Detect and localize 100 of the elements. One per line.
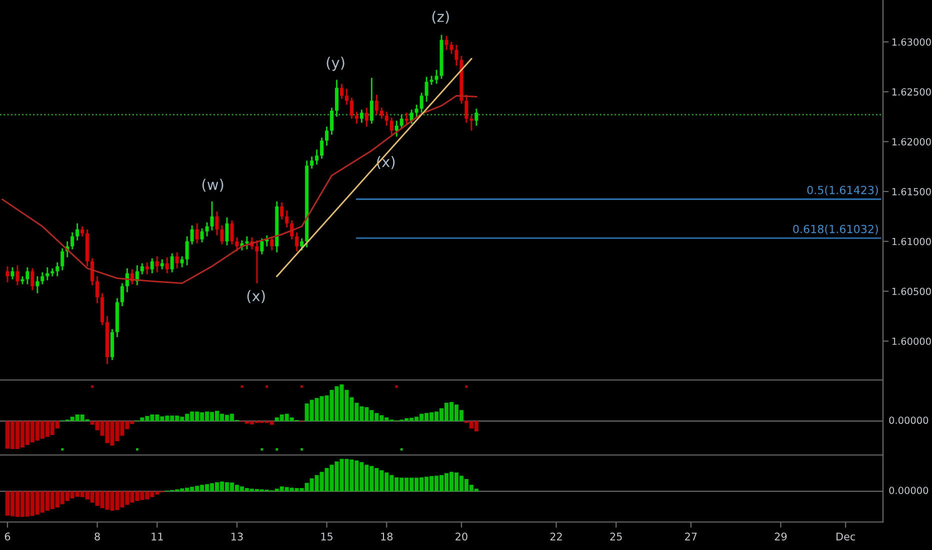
candlestick <box>260 238 264 256</box>
candlestick <box>205 222 209 238</box>
x-tick-label: 27 <box>685 532 697 540</box>
candlestick <box>60 248 64 271</box>
y-tick-label: 1.63000 <box>892 38 931 46</box>
candlestick <box>310 156 314 170</box>
candlestick <box>420 92 424 114</box>
candlestick <box>46 266 50 281</box>
x-tick-label: 20 <box>456 532 468 540</box>
candlestick <box>180 256 184 268</box>
candlestick <box>414 104 418 118</box>
candlestick <box>470 115 474 132</box>
candlestick <box>200 228 204 244</box>
candlestick <box>444 35 448 51</box>
text: 0.00000 <box>889 416 928 424</box>
candlestick <box>160 258 164 270</box>
x-tick-label: 15 <box>321 532 332 540</box>
candlestick <box>295 232 299 252</box>
candlestick <box>90 258 94 286</box>
candlestick <box>404 112 408 126</box>
candlestick <box>165 256 169 274</box>
annotation: (x) <box>247 290 265 304</box>
candlestick <box>384 111 388 126</box>
candlestick <box>344 88 348 106</box>
x-tick-label: 13 <box>231 532 243 540</box>
x-tick-label: 29 <box>774 532 787 540</box>
candlestick <box>320 136 324 160</box>
annotation: (y) <box>326 56 344 71</box>
annotation: (z) <box>432 10 449 24</box>
candlestick <box>76 222 80 242</box>
candlestick <box>190 224 194 246</box>
candlestick <box>225 216 229 246</box>
candlestick <box>30 268 34 291</box>
candlestick <box>390 116 394 136</box>
candlestick <box>464 94 468 124</box>
candlestick <box>16 264 20 286</box>
candlestick <box>354 111 358 124</box>
candlestick <box>185 236 189 266</box>
annotation: 0.618(1.61032) <box>793 224 878 235</box>
y-tick-label: 1.60500 <box>892 288 931 296</box>
x-tick-label: 11 <box>152 532 163 540</box>
x-tick-label: Dec <box>836 532 856 540</box>
x-tick-label: 25 <box>610 532 622 540</box>
candlestick <box>454 44 458 67</box>
candlestick <box>96 276 100 304</box>
candlestick <box>140 262 144 275</box>
candlestick <box>195 222 199 244</box>
candlestick <box>360 109 364 124</box>
annotation: (x) <box>377 156 395 169</box>
x-tick-label: 22 <box>550 532 562 540</box>
y-tick-label: 1.62000 <box>892 138 931 146</box>
candlestick <box>380 107 384 120</box>
line-series <box>2 94 478 284</box>
candlestick <box>340 83 344 100</box>
y-tick-label: 1.60000 <box>892 338 931 345</box>
candlestick <box>325 126 329 146</box>
candlestick <box>40 272 44 285</box>
candlestick <box>400 114 404 130</box>
candlestick <box>170 252 174 273</box>
candlestick <box>150 258 154 274</box>
candlestick <box>410 109 414 124</box>
candlestick <box>235 236 239 252</box>
candlestick <box>334 79 338 118</box>
candlestick <box>6 266 10 283</box>
candlestick <box>285 210 289 228</box>
y-tick-label: 1.62500 <box>892 88 931 96</box>
candlestick <box>230 220 234 246</box>
y-tick-label: 1.61500 <box>892 188 931 196</box>
candlestick <box>215 210 219 236</box>
candlestick <box>364 107 368 128</box>
candlestick <box>120 282 124 307</box>
candlestick <box>245 236 249 250</box>
candlestick <box>394 120 398 138</box>
candlestick <box>270 236 274 252</box>
candlestick <box>315 148 319 166</box>
candlestick <box>70 232 74 250</box>
candlestick <box>155 256 159 273</box>
candlestick <box>370 77 374 124</box>
candlestick <box>474 108 478 126</box>
candlestick <box>26 266 30 285</box>
text: 0.00000 <box>889 486 928 494</box>
annotation: 0.5(1.61423) <box>807 186 878 196</box>
candlestick <box>450 41 454 55</box>
candlestick <box>374 94 378 116</box>
candlestick <box>255 240 259 284</box>
candlestick <box>330 107 334 136</box>
candlestick <box>36 276 40 294</box>
candlestick <box>280 202 284 220</box>
candlestick <box>424 76 428 102</box>
x-tick-label: 8 <box>94 532 100 540</box>
candlestick <box>80 226 84 238</box>
candlestick <box>145 262 149 275</box>
candlestick <box>10 266 14 280</box>
candlestick <box>175 252 179 269</box>
annotation: (w) <box>202 178 224 192</box>
x-tick-label: 18 <box>381 532 393 540</box>
candlestick <box>300 238 304 252</box>
candlestick <box>56 262 60 277</box>
x-tick-label: 6 <box>4 532 10 540</box>
candlestick <box>210 200 214 232</box>
